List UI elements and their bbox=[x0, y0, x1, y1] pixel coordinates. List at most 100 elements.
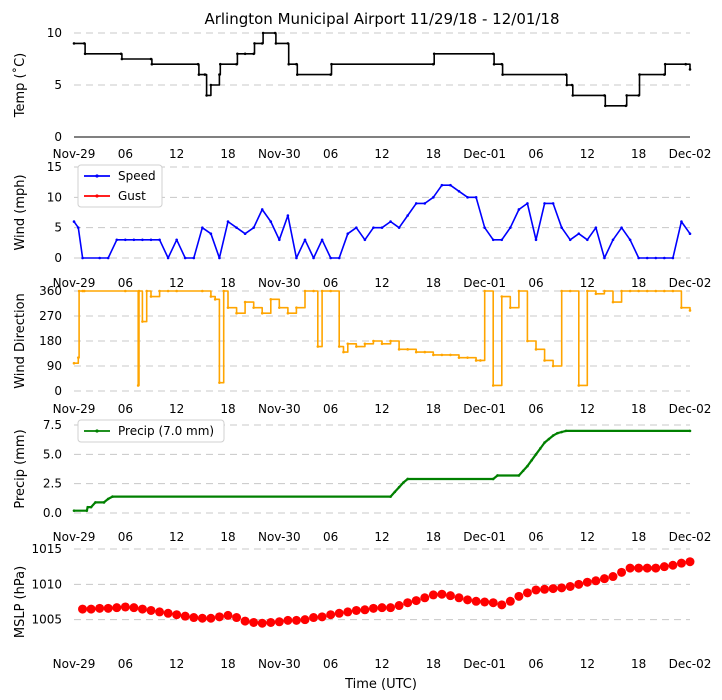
series-point-temp bbox=[432, 52, 436, 56]
series-point-temp bbox=[235, 62, 238, 66]
mslp-point bbox=[86, 604, 96, 614]
y-tick-label-direction: 360 bbox=[39, 284, 62, 298]
series-point-speed bbox=[252, 226, 255, 229]
series-point-precip-7-0-mm bbox=[86, 505, 89, 509]
x-tick-label-temp: Dec-02 bbox=[669, 147, 712, 161]
series-point-speed bbox=[243, 232, 247, 236]
series-point-precip-7-0-mm bbox=[543, 441, 546, 444]
legend-marker-precip bbox=[95, 429, 99, 433]
y-tick-label-mslp: 1005 bbox=[31, 613, 62, 627]
panel-wind: 0 5 10 15 Nov-29 06 12 18 Nov-30 06 12 18 Dec-01 06 12… bbox=[13, 160, 711, 290]
mslp-point bbox=[685, 557, 695, 567]
series-point-speed bbox=[611, 238, 615, 242]
mslp-point bbox=[78, 604, 88, 614]
y-axis-label-precip: Precip (mm) bbox=[13, 429, 28, 508]
panel-precip: 0.0 2.5 5.0 7.5 Nov-29 06 12 18 Nov-30 06 12 18 Dec-… bbox=[13, 418, 711, 544]
series-point-speed bbox=[158, 238, 161, 242]
y-tick-label-temp: 5 bbox=[54, 78, 62, 92]
series-point-wind-direction bbox=[474, 359, 478, 362]
series-point-temp bbox=[603, 94, 606, 97]
series-point-precip-7-0-mm bbox=[560, 430, 563, 434]
x-tick-label-mslp: Nov-29 bbox=[53, 657, 96, 671]
legend-marker-wind bbox=[95, 174, 99, 178]
series-point-precip-7-0-mm bbox=[111, 495, 114, 498]
series-point-speed bbox=[483, 226, 486, 229]
series-point-wind-direction bbox=[76, 356, 80, 359]
series-point-speed bbox=[551, 202, 555, 205]
series-point-wind-direction bbox=[295, 306, 298, 309]
series-point-wind-direction bbox=[423, 350, 427, 354]
series-point-speed bbox=[175, 238, 178, 242]
mslp-point bbox=[540, 584, 550, 594]
legend-label-wind: Speed bbox=[118, 169, 156, 183]
series-point-temp bbox=[209, 83, 213, 87]
series-point-speed bbox=[278, 238, 281, 242]
legend-marker-wind bbox=[95, 194, 99, 198]
x-tick-label-mslp: 06 bbox=[528, 657, 543, 671]
series-point-speed bbox=[209, 232, 213, 236]
series-point-temp bbox=[286, 42, 290, 45]
series-point-precip-7-0-mm bbox=[517, 474, 521, 477]
y-tick-label-direction: 90 bbox=[47, 359, 62, 373]
series-point-precip-7-0-mm bbox=[72, 509, 76, 512]
series-point-speed bbox=[183, 256, 187, 260]
x-tick-label-temp: 06 bbox=[323, 147, 338, 161]
series-point-wind-direction bbox=[141, 320, 144, 323]
series-point-wind-direction bbox=[603, 289, 606, 293]
x-tick-label-precip: 12 bbox=[169, 530, 184, 544]
mslp-point bbox=[197, 613, 207, 623]
x-tick-label-direction: Nov-29 bbox=[53, 402, 96, 416]
series-point-wind-direction bbox=[342, 350, 345, 354]
figure-title: Arlington Municipal Airport 11/29/18 - 1… bbox=[204, 10, 559, 28]
series-point-speed bbox=[218, 256, 221, 260]
mslp-point bbox=[300, 615, 310, 625]
series-point-wind-direction bbox=[213, 298, 217, 301]
x-tick-label-wind: Nov-30 bbox=[258, 276, 301, 290]
x-tick-label-precip: Dec-02 bbox=[669, 530, 712, 544]
series-point-temp bbox=[571, 94, 575, 97]
x-tick-label-direction: 06 bbox=[118, 402, 133, 416]
series-point-wind-direction bbox=[222, 289, 226, 293]
mslp-point bbox=[257, 618, 267, 628]
series-point-speed bbox=[603, 256, 606, 260]
series-point-temp bbox=[252, 52, 255, 56]
mslp-point bbox=[608, 572, 618, 582]
series-point-temp bbox=[72, 42, 76, 45]
legend-label-wind: Gust bbox=[118, 189, 146, 203]
series-point-speed bbox=[654, 256, 658, 260]
series-point-wind-direction bbox=[671, 289, 675, 293]
series-point-speed bbox=[406, 214, 409, 217]
mslp-point bbox=[651, 563, 661, 573]
series-point-precip-7-0-mm bbox=[94, 501, 97, 504]
x-tick-label-wind: 12 bbox=[580, 276, 595, 290]
x-tick-label-wind: Dec-02 bbox=[669, 276, 712, 290]
series-point-speed bbox=[637, 256, 640, 260]
panel-temp: 0 5 10 Nov-29 06 12 18 Nov-30 06 12 18 Dec-01 06 12 18… bbox=[12, 26, 711, 161]
series-point-wind-direction bbox=[457, 356, 461, 359]
mslp-point bbox=[514, 591, 524, 601]
series-point-wind-direction bbox=[260, 311, 264, 315]
series-point-precip-7-0-mm bbox=[393, 490, 397, 494]
x-tick-label-direction: Dec-01 bbox=[463, 402, 506, 416]
series-point-wind-direction bbox=[611, 300, 615, 304]
x-tick-label-direction: 06 bbox=[528, 402, 543, 416]
x-tick-label-direction: Dec-02 bbox=[669, 402, 712, 416]
series-point-wind-direction bbox=[235, 311, 238, 315]
series-point-wind-direction bbox=[346, 342, 350, 346]
series-point-temp bbox=[491, 52, 495, 56]
series-point-wind-direction bbox=[320, 289, 324, 293]
series-point-temp bbox=[273, 31, 277, 35]
series-point-speed bbox=[620, 226, 623, 229]
series-point-speed bbox=[449, 183, 452, 187]
y-axis-label-temp: Temp (˚C) bbox=[12, 53, 28, 119]
x-tick-label-precip: 06 bbox=[118, 530, 133, 544]
series-point-temp bbox=[296, 73, 299, 76]
mslp-point bbox=[591, 576, 601, 586]
x-tick-label-wind: 18 bbox=[426, 276, 441, 290]
mslp-point bbox=[206, 613, 216, 623]
series-point-speed bbox=[414, 202, 418, 205]
series-point-speed bbox=[260, 208, 264, 211]
legend-precip: Precip (7.0 mm) bbox=[77, 419, 225, 443]
series-point-temp bbox=[150, 62, 154, 66]
mslp-point bbox=[317, 612, 327, 622]
